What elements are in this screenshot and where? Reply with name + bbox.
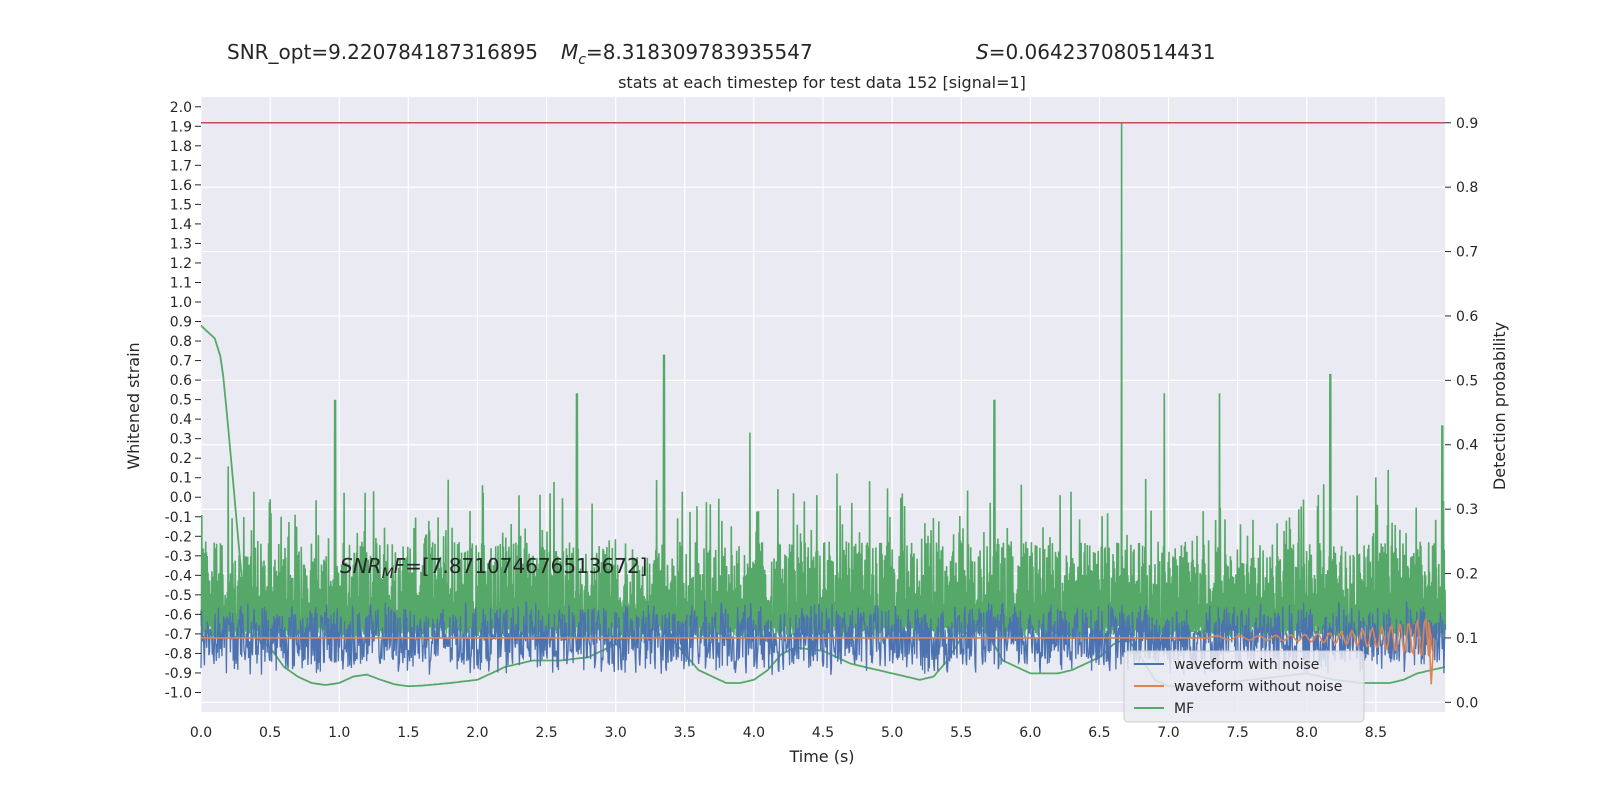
x-tick-label: 1.0 [328, 725, 350, 741]
x-tick-label: 1.5 [397, 725, 419, 741]
left-tick-label: 0.0 [170, 490, 192, 506]
left-tick-label: 1.4 [170, 217, 192, 233]
x-tick-label: 4.5 [812, 725, 834, 741]
x-tick-label: 7.0 [1157, 725, 1179, 741]
legend-box [1123, 650, 1365, 723]
right-axis-ticks: 0.0 0.1 0.2 0.3 0.4 0.5 0.6 0.7 0.8 0.9 [1445, 116, 1478, 711]
left-tick-label: 0.7 [170, 354, 192, 370]
left-tick-label: 0.3 [170, 432, 192, 448]
s-label: S=0.064237080514431 [976, 40, 1215, 64]
left-tick-label: -0.7 [165, 627, 192, 643]
left-tick-label: -0.2 [165, 529, 192, 545]
left-tick-label: 1.8 [170, 139, 192, 155]
x-tick-label: 8.0 [1296, 725, 1318, 741]
right-tick-label: 0.3 [1456, 502, 1478, 518]
left-tick-label: -0.9 [165, 666, 192, 682]
x-tick-label: 0.0 [190, 725, 212, 741]
left-tick-label: 0.5 [170, 393, 192, 409]
x-tick-label: 3.0 [605, 725, 627, 741]
left-tick-label: -0.5 [165, 588, 192, 604]
left-axis-ticks: -1.0 -0.9 -0.8 -0.7 -0.6 -0.5 -0.4 -0.3 -0.2 -0.1… [165, 100, 201, 701]
x-axis-label: Time (s) [788, 747, 854, 766]
left-tick-label: 0.9 [170, 315, 192, 331]
left-tick-label: 1.3 [170, 236, 192, 252]
right-tick-label: 0.2 [1456, 567, 1478, 583]
snr-opt-label: SNR_opt=9.220784187316895 [227, 40, 538, 64]
left-tick-label: 1.6 [170, 178, 192, 194]
left-tick-label: -0.4 [165, 568, 192, 584]
legend-label-waveform-with-noise: waveform with noise [1174, 657, 1319, 673]
legend-label-mf: MF [1174, 701, 1194, 717]
x-tick-label: 4.0 [743, 725, 765, 741]
left-tick-label: 0.4 [170, 412, 192, 428]
left-tick-label: -0.3 [165, 549, 192, 565]
right-tick-label: 0.7 [1456, 245, 1478, 261]
right-tick-label: 0.0 [1456, 695, 1478, 711]
right-tick-label: 0.4 [1456, 438, 1478, 454]
x-axis-ticks: 0.0 0.5 1.0 1.5 2.0 2.5 3.0 3.5 4.0 4.5 5.0 5.5 6.0 6… [190, 725, 1387, 741]
snr-mf-annotation: SNRMF=[7.871074676513672] [340, 554, 648, 582]
left-tick-label: 1.0 [170, 295, 192, 311]
left-tick-label: 0.1 [170, 471, 192, 487]
left-axis-label: Whitened strain [124, 342, 143, 469]
mc-label: Mc=8.318309783935547 [561, 40, 813, 68]
right-tick-label: 0.1 [1456, 631, 1478, 647]
left-tick-label: 1.5 [170, 197, 192, 213]
waveform-with-noise-line [200, 600, 1446, 675]
left-tick-label: -1.0 [165, 685, 192, 701]
left-tick-label: 0.6 [170, 373, 192, 389]
x-tick-label: 2.0 [466, 725, 488, 741]
right-tick-label: 0.8 [1456, 180, 1478, 196]
left-tick-label: 1.9 [170, 119, 192, 135]
left-tick-label: -0.1 [165, 510, 192, 526]
right-tick-label: 0.5 [1456, 373, 1478, 389]
left-tick-label: 1.2 [170, 256, 192, 272]
x-tick-label: 8.5 [1365, 725, 1387, 741]
legend-label-waveform-without-noise: waveform without noise [1174, 679, 1342, 695]
left-tick-label: 1.1 [170, 275, 192, 291]
x-tick-label: 5.0 [881, 725, 903, 741]
chart-title: stats at each timestep for test data 152… [618, 73, 1026, 92]
right-axis-label: Detection probability [1490, 322, 1509, 490]
left-tick-label: 0.8 [170, 334, 192, 350]
left-tick-label: 2.0 [170, 100, 192, 116]
x-tick-label: 3.5 [674, 725, 696, 741]
x-tick-label: 5.5 [950, 725, 972, 741]
x-tick-label: 0.5 [259, 725, 281, 741]
left-tick-label: -0.6 [165, 607, 192, 623]
left-tick-label: 0.2 [170, 451, 192, 467]
x-tick-label: 6.0 [1019, 725, 1041, 741]
x-tick-label: 7.5 [1227, 725, 1249, 741]
left-tick-label: 1.7 [170, 158, 192, 174]
legend: waveform with noise waveform without noi… [1123, 650, 1365, 723]
waveform-without-noise-line [201, 616, 1435, 685]
right-tick-label: 0.6 [1456, 309, 1478, 325]
right-tick-label: 0.9 [1456, 116, 1478, 132]
x-tick-label: 6.5 [1088, 725, 1110, 741]
left-tick-label: -0.8 [165, 646, 192, 662]
x-tick-label: 2.5 [535, 725, 557, 741]
